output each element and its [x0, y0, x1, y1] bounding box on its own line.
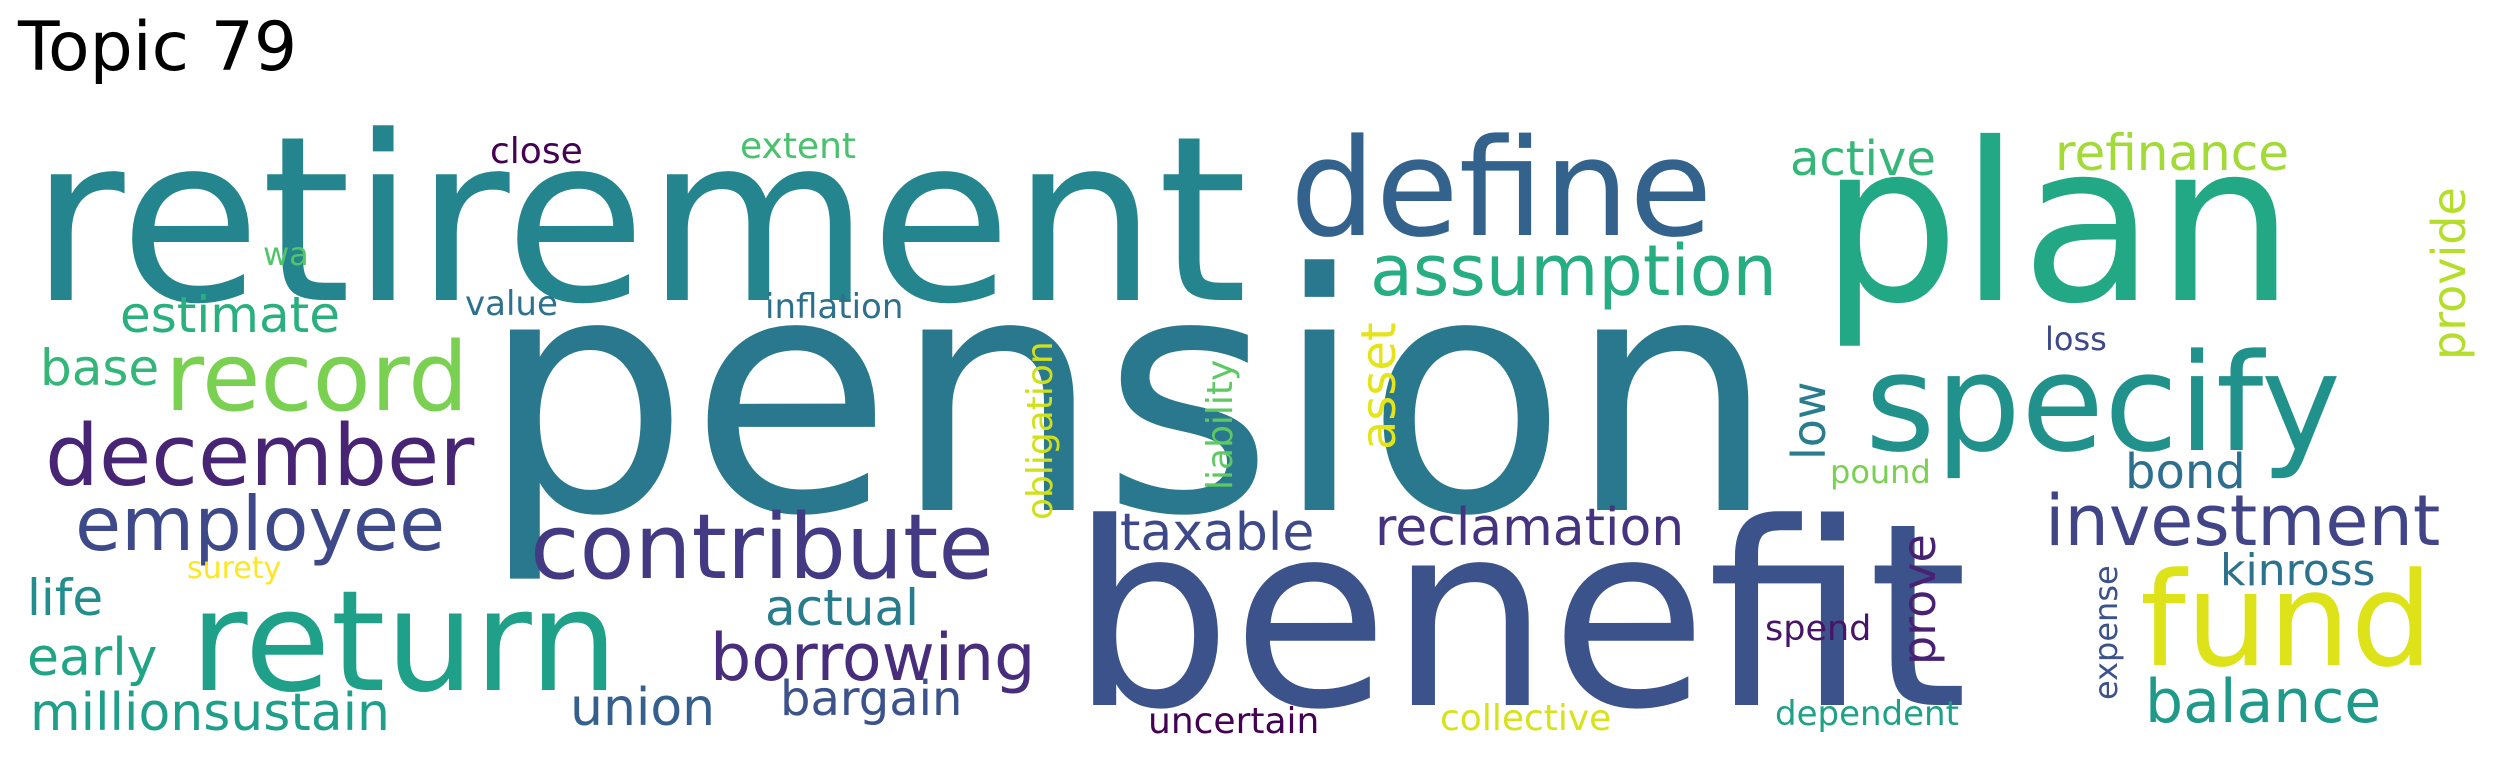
word-provide: provide [2422, 187, 2476, 360]
word-active: active [1790, 131, 1936, 187]
word-close: close [490, 131, 583, 172]
word-cloud-title: Topic 79 [18, 8, 298, 87]
word-pension: pension [480, 204, 1776, 588]
word-union: union [570, 678, 715, 738]
word-pound: pound [1830, 453, 1931, 491]
word-loss: loss [2045, 320, 2107, 358]
word-dependent: dependent [1775, 694, 1959, 734]
word-estimate: estimate [120, 286, 340, 344]
word-expense: expense [2087, 565, 2125, 700]
word-define: define [1290, 110, 1712, 267]
word-fund: fund [2140, 544, 2433, 696]
word-extent: extent [740, 126, 856, 167]
word-december: december [45, 407, 474, 506]
word-refinance: refinance [2055, 124, 2289, 182]
word-uncertain: uncertain [1148, 701, 1319, 742]
word-actual: actual [765, 579, 919, 637]
word-inflation: inflation [765, 287, 903, 327]
word-early: early [27, 628, 157, 688]
word-employee: employee [75, 480, 445, 568]
word-specify: specify [1865, 325, 2341, 482]
word-wa: wa [263, 235, 309, 273]
word-collective: collective [1440, 698, 1611, 739]
word-base: base [40, 339, 159, 397]
word-benefit: benefit [1070, 469, 1968, 764]
word-prove: prove [1892, 534, 1946, 665]
word-bargain: bargain [780, 671, 962, 727]
word-bond: bond [2125, 444, 2246, 500]
word-value: value [465, 284, 558, 324]
word-borrowing: borrowing [710, 621, 1035, 696]
word-balance: balance [2145, 667, 2381, 737]
word-life: life [27, 569, 103, 627]
word-obligation: obligation [1020, 341, 1061, 520]
word-kinross: kinross [2220, 545, 2375, 596]
word-low: low [1782, 381, 1836, 460]
word-liability: liability [1200, 360, 1241, 490]
word-investment: investment [2045, 480, 2440, 562]
word-assumption: assumption [1370, 230, 1777, 312]
word-surety: surety [187, 551, 281, 586]
word-record: record [165, 323, 468, 433]
word-spend: spend [1765, 609, 1871, 649]
word-return: return [190, 561, 618, 724]
word-reclamation: reclamation [1375, 498, 1684, 558]
word-plan: plan [1820, 96, 2295, 352]
word-taxable: taxable [1120, 503, 1314, 563]
word-asset: asset [1351, 322, 1407, 450]
word-contribute: contribute [530, 495, 994, 600]
word-retirement: retirement [30, 88, 1248, 355]
word-millionsustain: millionsustain [30, 683, 390, 743]
